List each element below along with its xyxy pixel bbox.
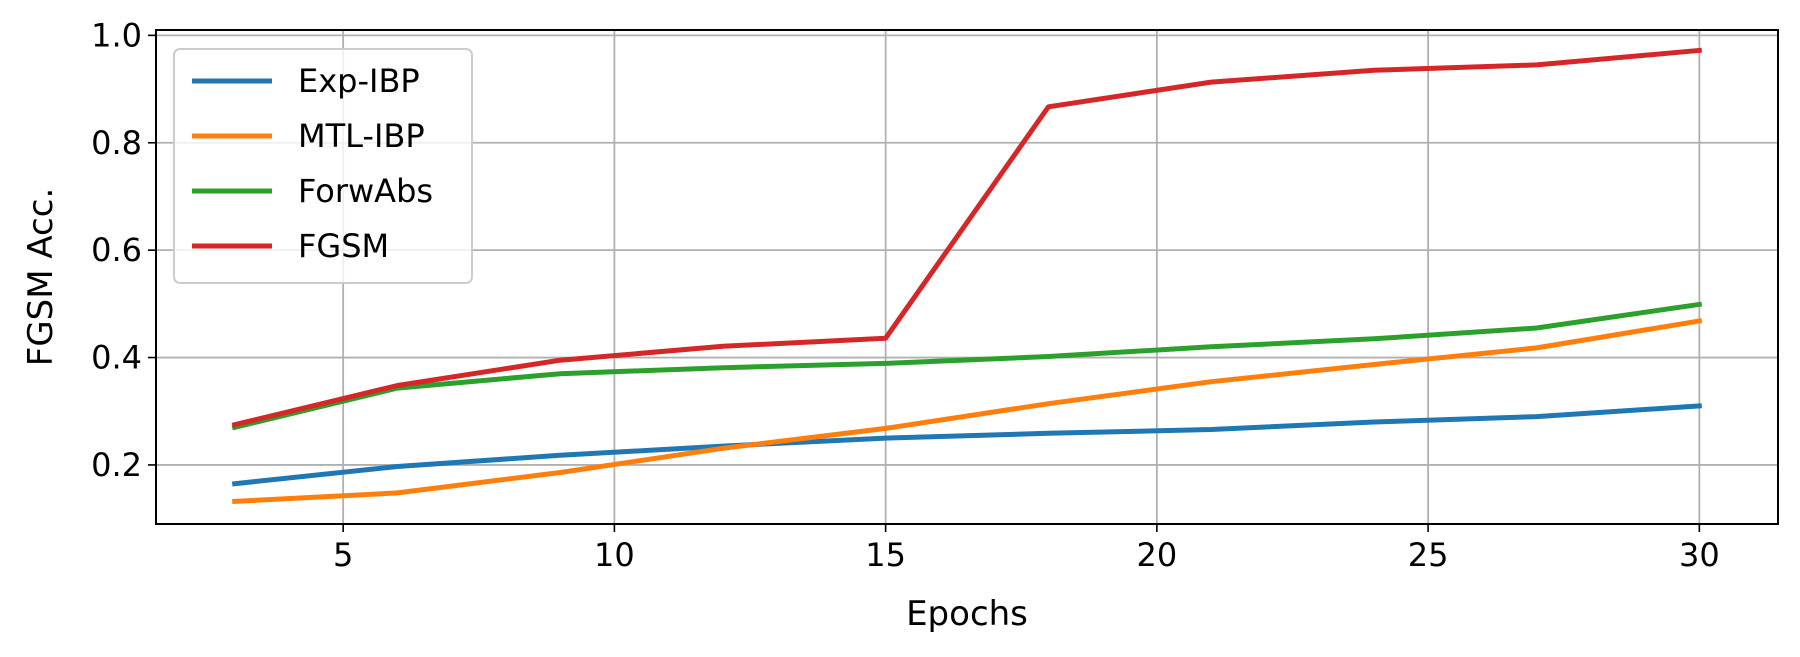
legend-label-mtl-ibp: MTL-IBP [298,117,425,155]
legend-label-exp-ibp: Exp-IBP [298,62,420,100]
x-tick-label: 15 [865,536,906,574]
legend-label-fgsm: FGSM [298,227,389,265]
y-tick-label: 0.6 [91,231,142,269]
x-tick-label: 25 [1408,536,1449,574]
legend-box [173,48,473,284]
plot-frame [155,29,1779,525]
x-tick-label: 30 [1679,536,1720,574]
x-axis-label: Epochs [906,594,1028,634]
series-line-mtl-ibp [232,318,1703,505]
legend: Exp-IBP MTL-IBP ForwAbs FGSM [173,48,473,284]
x-tick-label: 10 [594,536,635,574]
y-axis-label: FGSM Acc. [21,188,61,366]
y-tick-label: 0.4 [91,339,142,377]
series-line-fgsm [231,47,1703,428]
y-tick-label: 0.8 [91,124,142,162]
y-tick-label: 0.2 [91,446,142,484]
series-line-exp-ibp [231,403,1702,487]
series-lines [231,47,1703,505]
x-tick-label: 20 [1137,536,1178,574]
y-tick-label: 1.0 [91,16,142,54]
series-line-forwabs [231,301,1703,431]
axis-ticks: 5 10 15 20 25 30 0.2 0.4 0.6 0.8 1.0 [91,16,1720,574]
x-tick-label: 5 [333,536,353,574]
legend-label-forwabs: ForwAbs [298,172,433,210]
